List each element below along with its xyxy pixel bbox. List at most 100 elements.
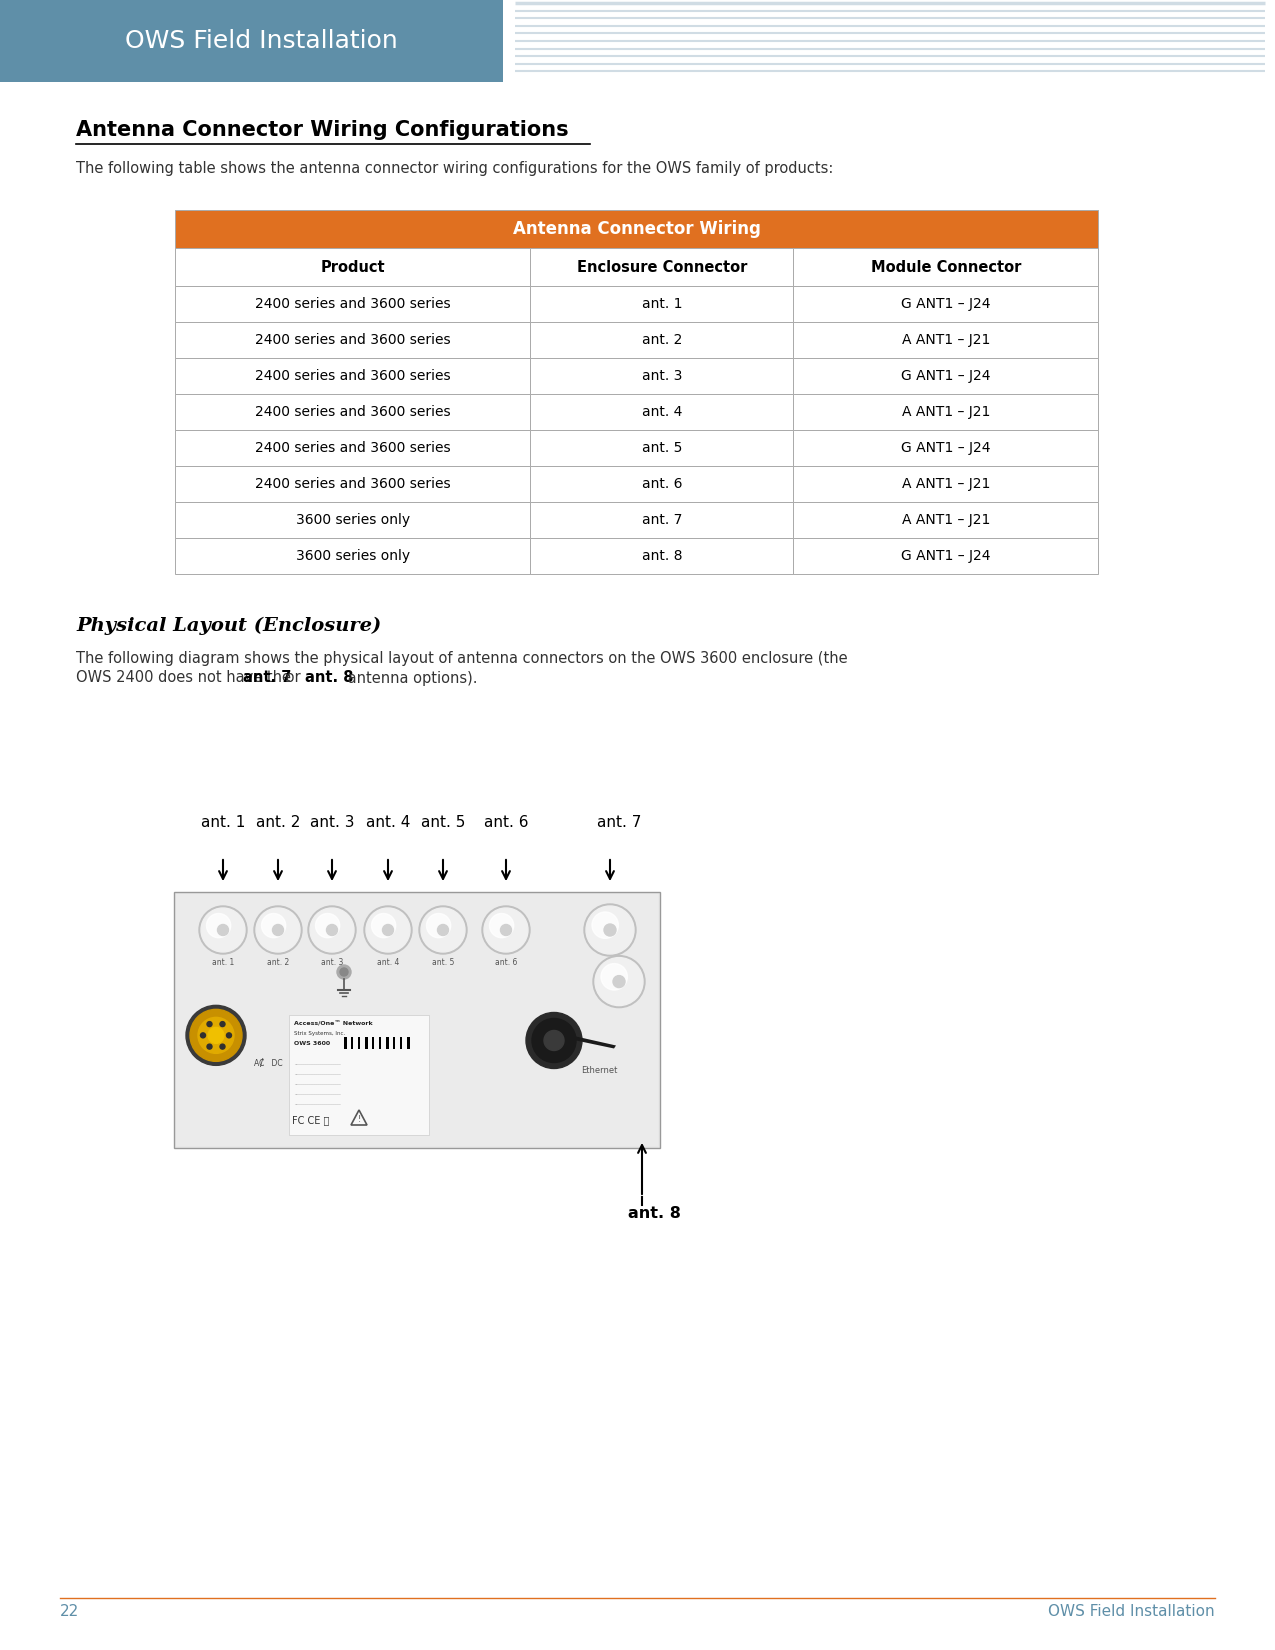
- Circle shape: [310, 908, 354, 952]
- Text: !: !: [357, 1114, 361, 1124]
- Circle shape: [586, 906, 634, 954]
- Text: 3600 series only: 3600 series only: [296, 549, 409, 563]
- Text: /: /: [260, 1058, 263, 1068]
- Bar: [354, 1036, 357, 1049]
- Circle shape: [421, 908, 465, 952]
- Text: A ANT1 – J21: A ANT1 – J21: [901, 333, 989, 346]
- Text: OWS 3600: OWS 3600: [295, 1041, 330, 1046]
- Text: ant. 8: ant. 8: [306, 670, 354, 685]
- Text: 2400 series and 3600 series: 2400 series and 3600 series: [255, 333, 450, 346]
- Bar: [358, 1036, 360, 1049]
- Text: 2400 series and 3600 series: 2400 series and 3600 series: [255, 477, 450, 492]
- Text: ant. 5: ant. 5: [641, 441, 682, 455]
- Bar: [530, 322, 793, 358]
- Circle shape: [382, 924, 394, 936]
- Bar: [530, 538, 793, 574]
- Circle shape: [227, 1033, 232, 1038]
- Circle shape: [190, 1010, 242, 1061]
- Text: ant. 4: ant. 4: [641, 404, 682, 419]
- Bar: [793, 394, 1098, 431]
- Text: antenna options).: antenna options).: [343, 670, 477, 685]
- Bar: [176, 894, 658, 1147]
- Circle shape: [254, 906, 302, 954]
- Circle shape: [613, 975, 625, 988]
- Text: OWS 2400 does not have the: OWS 2400 does not have the: [76, 670, 296, 685]
- Circle shape: [371, 914, 395, 937]
- Circle shape: [326, 924, 338, 936]
- Bar: [175, 538, 530, 574]
- Text: Enclosure Connector: Enclosure Connector: [576, 259, 747, 274]
- Text: A ANT1 – J21: A ANT1 – J21: [901, 513, 989, 526]
- Text: ______________________: ______________________: [295, 1101, 340, 1106]
- Text: ______________________: ______________________: [295, 1061, 340, 1064]
- Text: ant. 1: ant. 1: [212, 959, 235, 967]
- Text: ______________________: ______________________: [295, 1071, 340, 1074]
- Text: OWS Field Installation: OWS Field Installation: [1048, 1604, 1215, 1620]
- Text: 3600 series only: 3600 series only: [296, 513, 409, 526]
- Bar: [389, 1036, 391, 1049]
- Text: A ANT1 – J21: A ANT1 – J21: [901, 404, 989, 419]
- Bar: [289, 1015, 428, 1135]
- Text: ant. 3: ant. 3: [641, 370, 682, 383]
- Bar: [175, 210, 1098, 248]
- Circle shape: [437, 924, 449, 936]
- Text: 2400 series and 3600 series: 2400 series and 3600 series: [255, 297, 450, 310]
- Bar: [175, 322, 530, 358]
- Bar: [411, 1036, 412, 1049]
- Circle shape: [221, 1021, 224, 1026]
- Circle shape: [309, 906, 356, 954]
- Circle shape: [604, 924, 616, 936]
- Bar: [530, 285, 793, 322]
- Text: ant. 4: ant. 4: [377, 959, 399, 967]
- Text: Physical Layout (Enclosure): Physical Layout (Enclosure): [76, 617, 381, 635]
- Circle shape: [363, 906, 412, 954]
- Text: G ANT1 – J24: G ANT1 – J24: [901, 549, 991, 563]
- Bar: [175, 502, 530, 538]
- Text: ant. 5: ant. 5: [432, 959, 454, 967]
- Circle shape: [207, 1021, 212, 1026]
- Bar: [173, 893, 660, 1148]
- Bar: [393, 1036, 394, 1049]
- Circle shape: [527, 1013, 581, 1069]
- Text: Strix Systems, Inc.: Strix Systems, Inc.: [295, 1031, 346, 1036]
- Bar: [175, 394, 530, 431]
- Polygon shape: [576, 1036, 616, 1048]
- Text: ant. 6: ant. 6: [495, 959, 518, 967]
- Bar: [0, 0, 504, 82]
- Bar: [362, 1036, 363, 1049]
- Bar: [386, 1036, 389, 1049]
- Circle shape: [201, 908, 245, 952]
- Bar: [379, 1036, 380, 1049]
- Text: ant. 2: ant. 2: [256, 815, 300, 830]
- Circle shape: [256, 908, 300, 952]
- Text: ant. 5: ant. 5: [421, 815, 465, 830]
- Circle shape: [207, 1044, 212, 1049]
- Text: G ANT1 – J24: G ANT1 – J24: [901, 441, 991, 455]
- Text: Product: Product: [320, 259, 385, 274]
- Text: ant. 7: ant. 7: [597, 815, 641, 830]
- Circle shape: [482, 906, 530, 954]
- Text: A ANT1 – J21: A ANT1 – J21: [901, 477, 989, 492]
- Text: ant. 1: ant. 1: [201, 815, 245, 830]
- Bar: [397, 1036, 399, 1049]
- Text: Antenna Connector Wiring Configurations: Antenna Connector Wiring Configurations: [76, 120, 569, 140]
- Circle shape: [532, 1018, 576, 1063]
- Text: ant. 6: ant. 6: [483, 815, 528, 830]
- Text: ant. 7: ant. 7: [641, 513, 682, 526]
- Bar: [793, 322, 1098, 358]
- Circle shape: [366, 908, 411, 952]
- Circle shape: [501, 924, 511, 936]
- Bar: [793, 358, 1098, 394]
- Text: Ethernet: Ethernet: [581, 1066, 617, 1076]
- Bar: [368, 1036, 370, 1049]
- Circle shape: [218, 924, 228, 936]
- Text: or: or: [280, 670, 305, 685]
- Bar: [530, 248, 793, 285]
- Circle shape: [592, 912, 618, 939]
- Bar: [382, 1036, 384, 1049]
- Text: ant. 8: ant. 8: [627, 1206, 681, 1221]
- Circle shape: [208, 1028, 224, 1043]
- Bar: [793, 248, 1098, 285]
- Circle shape: [484, 908, 528, 952]
- Circle shape: [200, 1033, 205, 1038]
